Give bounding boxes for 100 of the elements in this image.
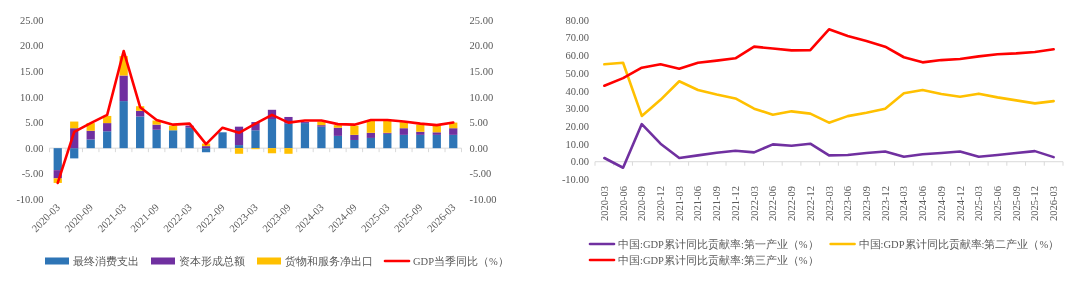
legend-label: 资本形成总额	[179, 255, 245, 267]
y-tick-label: 40.00	[565, 85, 589, 97]
x-tick-label: 2023-06	[842, 186, 854, 221]
y2-tick-label: 0.00	[469, 142, 488, 154]
bar	[251, 130, 260, 149]
bar	[300, 123, 310, 149]
bar	[136, 116, 145, 149]
bar	[119, 101, 128, 149]
y-tick-label: 15.00	[19, 65, 44, 77]
y-tick-label: 20.00	[19, 40, 44, 52]
x-tick-label: 2026-03	[1048, 186, 1060, 221]
bar	[201, 148, 211, 153]
bar	[333, 135, 343, 149]
bar	[70, 148, 79, 159]
y-tick-label: 10.00	[19, 91, 44, 103]
x-tick-label: 2025-12	[1029, 186, 1041, 221]
bar	[399, 128, 408, 135]
y-tick-label: 60.00	[565, 50, 589, 62]
bar	[267, 119, 277, 149]
legend-label: 中国:GDP累计同比贡献率:第三产业（%）	[618, 254, 819, 267]
bar	[416, 131, 425, 135]
y-tick-label: 5.00	[25, 117, 44, 129]
legend-label: GDP当季同比（%）	[413, 255, 509, 267]
bar	[350, 134, 359, 140]
bar	[119, 75, 128, 102]
y2-tick-label: -5.00	[469, 168, 492, 180]
y2-tick-label: 25.00	[469, 14, 494, 26]
line-series	[603, 122, 1055, 170]
x-tick-label: 2023-12	[879, 186, 891, 221]
bar	[284, 148, 293, 154]
y-tick-label: 20.00	[565, 120, 589, 132]
y-tick-label: 25.00	[19, 14, 44, 26]
x-tick-label: 2023-03	[823, 186, 835, 221]
line-series	[56, 49, 455, 185]
y-tick-label: 0.00	[25, 142, 44, 154]
bar	[218, 132, 227, 149]
x-tick-label: 2024-03	[898, 186, 910, 221]
x-tick-label: 2020-03	[598, 186, 610, 221]
legend-label: 最终消费支出	[73, 255, 139, 267]
bar	[333, 127, 343, 136]
bar	[152, 124, 161, 130]
bar	[168, 130, 178, 149]
y2-tick-label: 20.00	[469, 40, 494, 52]
x-tick-label: 2024-12	[954, 186, 966, 221]
x-tick-label: 2020-06	[617, 186, 629, 221]
bar	[399, 134, 408, 149]
bar	[284, 123, 293, 149]
y-tick-label: 0.00	[570, 156, 589, 168]
y-tick-label: -5.00	[21, 168, 44, 180]
bar	[416, 124, 425, 132]
x-tick-label: 2024-09	[935, 186, 947, 221]
bar	[103, 131, 112, 149]
x-tick-label: 2025-06	[991, 186, 1003, 221]
bar	[383, 133, 392, 149]
x-tick-label: 2023-09	[860, 186, 872, 221]
bar	[234, 148, 244, 154]
y-tick-label: 30.00	[565, 103, 589, 115]
bar	[350, 139, 359, 149]
bar	[185, 127, 194, 149]
x-tick-label: 2020-12	[655, 186, 667, 221]
bar	[432, 132, 441, 135]
x-tick-label: 2022-03	[748, 186, 760, 221]
bar	[234, 145, 244, 149]
x-tick-label: 2020-09	[636, 186, 648, 221]
y2-tick-label: -10.00	[469, 193, 497, 205]
x-tick-label: 2025-09	[1010, 186, 1022, 221]
y-tick-label: -10.00	[16, 193, 44, 205]
x-tick-label: 2022-09	[786, 186, 798, 221]
bar	[350, 125, 359, 135]
bar	[449, 128, 458, 135]
y-tick-label: -10.00	[561, 173, 589, 185]
y-tick-label: 50.00	[565, 67, 589, 79]
bar	[317, 126, 326, 149]
bar	[366, 132, 375, 138]
bar	[333, 125, 343, 128]
y-tick-label: 80.00	[565, 14, 589, 26]
x-tick-label: 2021-06	[692, 186, 704, 221]
bar	[416, 134, 425, 149]
x-tick-label: 2022-06	[767, 186, 779, 221]
bar	[103, 123, 112, 132]
x-tick-label: 2022-12	[804, 186, 816, 221]
y2-tick-label: 5.00	[469, 117, 488, 129]
bar	[383, 120, 392, 133]
y2-tick-label: 15.00	[469, 65, 494, 77]
x-tick-label: 2024-06	[917, 186, 929, 221]
x-tick-label: 2021-12	[729, 186, 741, 221]
y2-tick-label: 10.00	[469, 91, 494, 103]
bar	[53, 148, 62, 171]
line-series	[603, 28, 1055, 88]
x-tick-label: 2025-03	[973, 186, 985, 221]
y-tick-label: 10.00	[565, 138, 589, 150]
x-tick-label: 2021-03	[673, 186, 685, 221]
legend-label: 中国:GDP累计同比贡献率:第一产业（%）	[618, 238, 819, 251]
bar	[152, 129, 161, 149]
legend-label: 货物和服务净出口	[285, 255, 373, 267]
y-tick-label: 70.00	[565, 32, 589, 44]
x-tick-label: 2021-09	[711, 186, 723, 221]
bar	[449, 134, 458, 149]
legend-label: 中国:GDP累计同比贡献率:第二产业（%）	[858, 238, 1060, 251]
bar	[432, 134, 441, 149]
